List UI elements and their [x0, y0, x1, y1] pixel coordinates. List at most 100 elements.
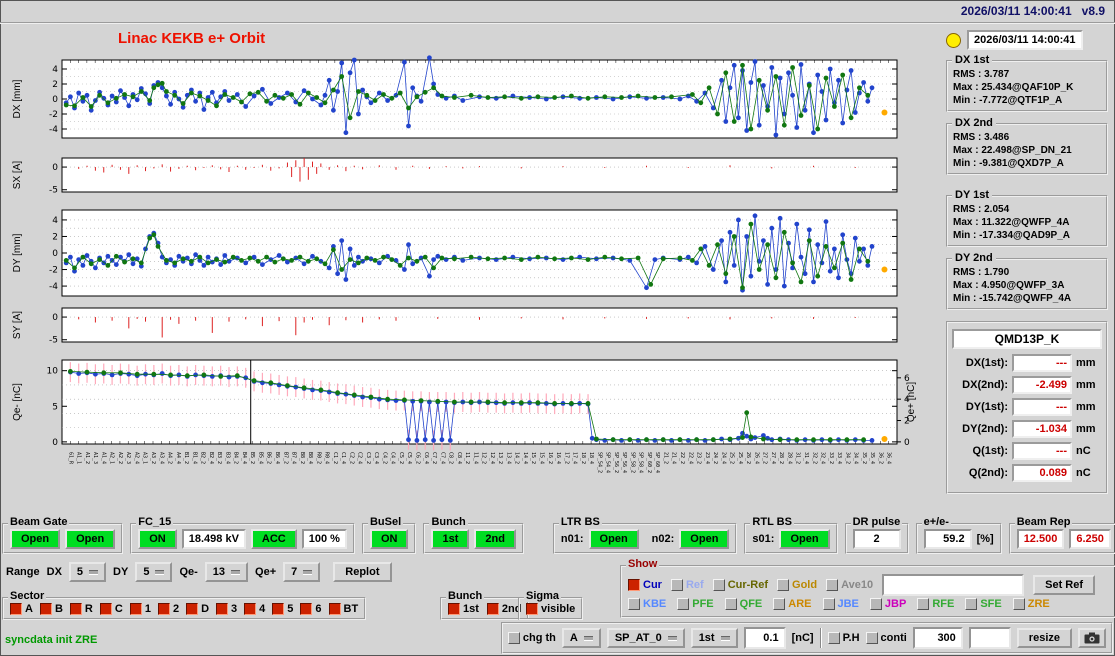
svg-text:6: 6 — [904, 374, 910, 384]
element-label: A1_4 — [100, 452, 107, 465]
sector-checkbox-c[interactable]: C — [99, 603, 123, 615]
checkbox-icon — [869, 598, 882, 610]
ltr-n02-open-button[interactable]: Open — [679, 529, 730, 549]
svg-text:0: 0 — [52, 313, 58, 323]
show-checkbox-cur[interactable]: Cur — [628, 579, 662, 591]
beam-gate-open-1-button[interactable]: Open — [10, 529, 61, 549]
element-label: B6_4 — [273, 452, 280, 465]
sector-checkbox-4[interactable]: 4 — [244, 603, 265, 615]
element-label: C7_4 — [439, 452, 446, 465]
element-label: B8_4 — [307, 452, 314, 465]
show-checkbox-sfe[interactable]: SFE — [965, 598, 1002, 610]
checkbox-label: ARE — [788, 598, 812, 610]
sector-group: Sector A B R C 1 2 D 3 4 5 6 BT — [2, 590, 367, 620]
camera-icon — [1084, 632, 1100, 644]
svg-text:2: 2 — [52, 80, 58, 90]
ph-checkbox[interactable]: P.H — [827, 632, 860, 644]
monitor-row-unit: mm — [1076, 357, 1096, 369]
range-qe-minus-label: Qe- — [179, 566, 198, 578]
chg-th-checkbox[interactable]: chg th — [507, 632, 556, 644]
bunch-checkbox-2nd[interactable]: 2nd — [486, 603, 521, 615]
checkbox-icon — [186, 603, 199, 615]
sector-checkbox-2[interactable]: 2 — [157, 603, 179, 615]
element-label: C8_2 — [447, 452, 454, 465]
fc15-acc-button[interactable]: ACC — [250, 529, 297, 549]
svg-text:0: 0 — [52, 249, 58, 259]
monitor-row: DX(2nd): -2.499 mm — [952, 376, 1102, 394]
sigma-visible-checkbox[interactable]: visible — [526, 603, 575, 615]
sector-checkbox-5[interactable]: 5 — [272, 603, 293, 615]
replot-button[interactable]: Replot — [333, 562, 392, 582]
sector-checkbox-6[interactable]: 6 — [300, 603, 322, 615]
show-checkbox-kbe[interactable]: KBE — [628, 598, 666, 610]
range-dy-dropdown[interactable]: 5 — [135, 562, 173, 582]
element-label: 25_2 — [728, 452, 735, 465]
aux-input[interactable] — [968, 627, 1011, 649]
screenshot-button[interactable] — [1078, 628, 1106, 648]
show-checkbox-zre[interactable]: ZRE — [1012, 598, 1050, 610]
stats-box-dx-1st: DX 1st RMS : 3.787 Max : 25.434@QAF10P_K Mi… — [946, 54, 1108, 112]
show-checkbox-gold[interactable]: Gold — [777, 579, 817, 591]
range-qe-minus-dropdown[interactable]: 13 — [204, 562, 249, 582]
element-label: R0_2 — [315, 452, 322, 465]
stats-min-value: Min : -7.772@QTF1P_A — [953, 95, 1063, 106]
checkbox-label: Cur-Ref — [727, 579, 769, 591]
threshold-unit: [nC] — [791, 632, 814, 644]
show-checkbox-jbe[interactable]: JBE — [822, 598, 859, 610]
sector-checkbox-a[interactable]: A — [10, 603, 33, 615]
fc15-on-button[interactable]: ON — [138, 529, 177, 549]
conti-checkbox[interactable]: conti — [865, 632, 907, 644]
ltr-bs-group: LTR BS n01: Open n02: Open — [552, 516, 738, 554]
resize-button[interactable]: resize — [1016, 628, 1072, 648]
busel-on-button[interactable]: ON — [369, 529, 409, 549]
show-checkbox-qfe[interactable]: QFE — [724, 598, 762, 610]
bunch-checkbox-1st[interactable]: 1st — [448, 603, 479, 615]
checkbox-label: PFE — [692, 598, 714, 610]
stats-rms-value: RMS : 1.790 — [953, 267, 1010, 278]
device-select-dropdown[interactable]: SP_AT_0 — [606, 628, 685, 648]
element-label: 61_R — [67, 452, 74, 465]
monitor-row-label: Q(2nd): — [968, 467, 1008, 479]
sector-checkbox-d[interactable]: D — [186, 603, 209, 615]
sector-checkbox-r[interactable]: R — [69, 603, 93, 615]
ref-name-input[interactable] — [882, 574, 1025, 596]
checkbox-label: R — [84, 603, 93, 615]
bunch-1st-button[interactable]: 1st — [431, 529, 470, 549]
bunch-2nd-button[interactable]: 2nd — [474, 529, 516, 549]
range-dx-dropdown[interactable]: 5 — [68, 562, 107, 582]
show-checkbox-jbp[interactable]: JBP — [869, 598, 906, 610]
monitor-row: DX(1st): --- mm — [952, 354, 1102, 372]
element-label: B1_2 — [183, 452, 190, 465]
fc15-label: FC_15 — [136, 516, 174, 528]
monitor-row-value: 0.089 — [1012, 464, 1072, 482]
titlebar: 2026/03/11 14:00:41 v8.9 — [0, 0, 1115, 24]
show-checkbox-ref[interactable]: Ref — [670, 579, 704, 591]
stats-min-value: Min : -9.381@QXD7P_A — [953, 158, 1064, 169]
rtl-s01-open-button[interactable]: Open — [779, 529, 830, 549]
show-checkbox-ave10[interactable]: Ave10 — [826, 579, 873, 591]
show-checkbox-pfe[interactable]: PFE — [677, 598, 714, 610]
element-label: 24_2 — [712, 452, 719, 465]
stats-box-title: DY 2nd — [952, 252, 996, 264]
monitor-row-value: -2.499 — [1012, 376, 1072, 394]
bunch-select-dropdown[interactable]: 1st — [690, 628, 738, 648]
interval-input[interactable] — [912, 627, 963, 649]
sector-select-dropdown[interactable]: A — [561, 628, 601, 648]
element-label: 32_2 — [811, 452, 818, 465]
svg-text:10: 10 — [47, 367, 59, 377]
sector-checkbox-1[interactable]: 1 — [129, 603, 151, 615]
beam-gate-open-2-button[interactable]: Open — [65, 529, 116, 549]
checkbox-icon — [773, 598, 786, 610]
show-checkbox-are[interactable]: ARE — [773, 598, 812, 610]
sector-checkbox-b[interactable]: B — [39, 603, 63, 615]
sector-checkbox-3[interactable]: 3 — [216, 603, 237, 615]
element-label: C5_2 — [397, 452, 404, 465]
threshold-input[interactable] — [743, 627, 786, 649]
show-checkbox-cur-ref[interactable]: Cur-Ref — [712, 579, 769, 591]
range-qe-plus-dropdown[interactable]: 7 — [283, 562, 321, 582]
sector-checkbox-bt[interactable]: BT — [328, 603, 358, 615]
rtl-bs-label: RTL BS — [750, 516, 794, 528]
set-ref-button[interactable]: Set Ref — [1033, 575, 1096, 595]
show-checkbox-rfe[interactable]: RFE — [917, 598, 954, 610]
ltr-n01-open-button[interactable]: Open — [588, 529, 639, 549]
